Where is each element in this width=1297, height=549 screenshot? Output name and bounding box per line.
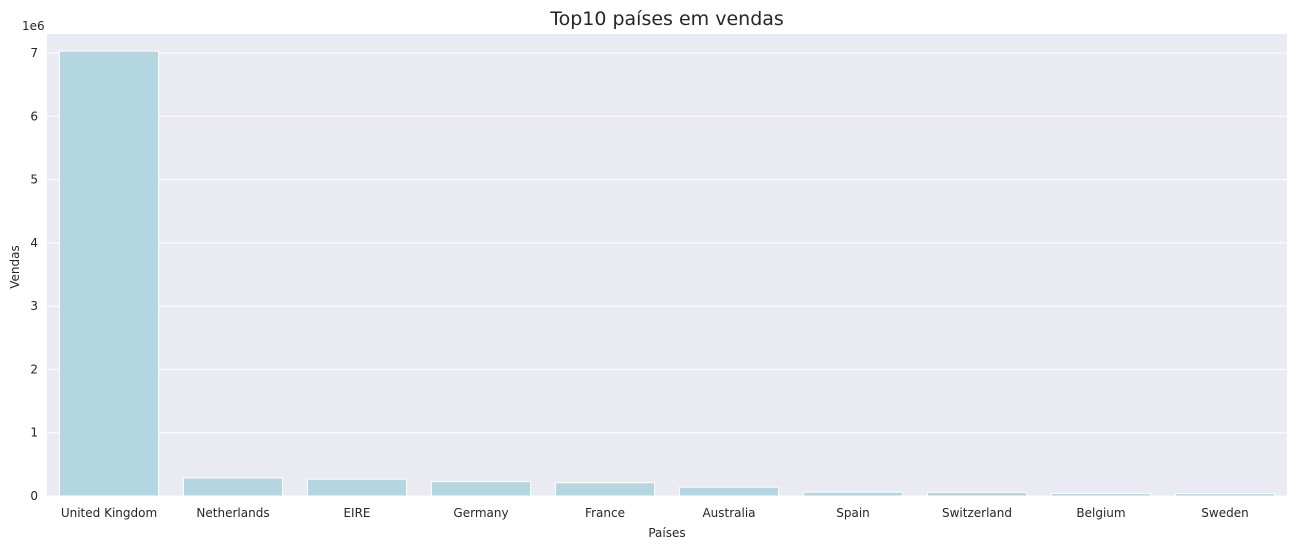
y-tick-label: 5 <box>30 173 38 187</box>
x-tick-labels: United Kingdom Netherlands EIRE Germany Fran… <box>61 506 1249 520</box>
x-tick-label: EIRE <box>343 506 370 520</box>
x-tick-label: Switzerland <box>942 506 1012 520</box>
y-tick-label: 3 <box>30 299 38 313</box>
x-tick-label: Netherlands <box>196 506 269 520</box>
bar <box>182 477 284 497</box>
x-tick-label: Germany <box>453 506 508 520</box>
y-tick-label: 7 <box>30 46 38 60</box>
chart-title: Top10 países em vendas <box>549 8 784 30</box>
bar <box>554 482 656 497</box>
bar <box>58 50 160 497</box>
x-tick-label: Australia <box>702 506 755 520</box>
plot-background <box>47 34 1287 496</box>
y-tick-label: 6 <box>30 109 38 123</box>
bar <box>926 491 1028 497</box>
bar <box>678 486 780 497</box>
bars <box>58 50 1276 497</box>
y-axis-label: Vendas <box>8 245 22 289</box>
x-axis-label: Países <box>648 526 685 540</box>
bar <box>306 478 408 497</box>
x-tick-label: Belgium <box>1076 506 1125 520</box>
x-tick-label: Sweden <box>1201 506 1248 520</box>
y-offset-label: 1e6 <box>22 19 45 33</box>
bar <box>802 491 904 497</box>
bar <box>1174 493 1276 497</box>
y-tick-label: 4 <box>30 236 38 250</box>
x-tick-label: Spain <box>836 506 870 520</box>
y-tick-label: 1 <box>30 426 38 440</box>
y-tick-label: 2 <box>30 362 38 376</box>
bar <box>1050 492 1152 497</box>
bar <box>430 481 532 497</box>
y-tick-label: 0 <box>30 489 38 503</box>
x-tick-label: France <box>585 506 625 520</box>
y-tick-labels: 0 1 2 3 4 5 6 7 <box>30 46 38 503</box>
x-tick-label: United Kingdom <box>61 506 157 520</box>
grid-lines <box>47 52 1287 497</box>
